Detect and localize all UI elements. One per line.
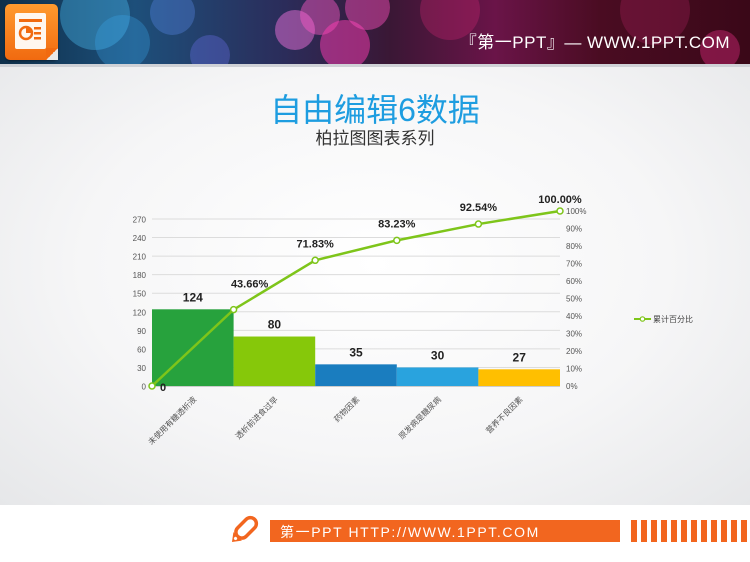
- left-axis-tick: 0: [142, 383, 147, 392]
- category-label: 营养不良因素: [484, 394, 525, 435]
- bokeh-decoration: [190, 35, 230, 64]
- category-label: 药物因素: [332, 394, 362, 424]
- right-axis-tick: 80%: [566, 242, 582, 251]
- bokeh-decoration: [150, 0, 195, 35]
- category-label: 原发病是糖尿病: [396, 394, 443, 441]
- bar-value-label: 124: [183, 290, 203, 304]
- line-point[interactable]: [148, 382, 156, 390]
- left-axis-tick: 120: [133, 308, 147, 317]
- slide-subtitle: 柏拉图图表系列: [315, 129, 435, 148]
- slide-title: 自由编辑6数据: [270, 92, 480, 128]
- bar-value-label: 80: [268, 318, 282, 332]
- line-value-label: 100.00%: [538, 194, 582, 206]
- bokeh-decoration: [275, 10, 315, 50]
- legend-label: 累计百分比: [653, 314, 693, 324]
- bar-value-label: 30: [431, 348, 445, 362]
- bar-2[interactable]: [233, 336, 316, 386]
- line-point[interactable]: [474, 220, 483, 228]
- legend-marker-icon: [639, 316, 646, 322]
- slide-content: [0, 67, 750, 505]
- left-axis-tick: 180: [133, 271, 147, 280]
- line-point[interactable]: [311, 256, 319, 265]
- right-axis-tick: 0%: [566, 382, 578, 391]
- left-axis-tick: 60: [137, 345, 146, 354]
- line-value-label: 92.54%: [460, 202, 498, 214]
- pencil-icon: [231, 515, 259, 543]
- right-axis-tick: 40%: [566, 312, 582, 321]
- bokeh-decoration: [700, 30, 740, 64]
- left-axis-tick: 240: [133, 234, 147, 243]
- right-axis-tick: 20%: [566, 347, 582, 356]
- banner-divider: [0, 64, 750, 67]
- left-axis-tick: 270: [133, 216, 147, 225]
- footer-stripes-decoration: [631, 520, 747, 542]
- bokeh-decoration: [95, 15, 150, 64]
- bar-value-label: 35: [349, 345, 363, 359]
- cumulative-line: [151, 209, 561, 387]
- category-label: 未使用有糖透析液: [146, 394, 198, 446]
- bar-3[interactable]: [315, 364, 397, 386]
- category-label: 透析前进食过早: [233, 394, 280, 441]
- right-axis-tick: 60%: [566, 277, 582, 286]
- line-value-label: 0: [160, 382, 166, 394]
- footer-link-text[interactable]: 第一PPT HTTP://WWW.1PPT.COM: [280, 524, 540, 540]
- right-axis-tick: 10%: [566, 365, 582, 374]
- bokeh-decoration: [320, 20, 370, 64]
- powerpoint-icon: [5, 4, 58, 60]
- left-axis-tick: 210: [133, 253, 147, 262]
- right-axis-tick: 90%: [566, 225, 582, 234]
- left-axis-tick: 150: [133, 290, 147, 299]
- header-banner: 『第一PPT』— WWW.1PPT.COM: [0, 0, 750, 64]
- right-axis-tick: 50%: [566, 295, 582, 304]
- line-value-label: 71.83%: [297, 238, 335, 250]
- right-axis-tick: 70%: [566, 260, 582, 269]
- line-point[interactable]: [229, 305, 238, 314]
- right-axis-tick: 30%: [566, 330, 582, 339]
- line-point[interactable]: [556, 207, 564, 215]
- line-value-label: 43.66%: [231, 279, 269, 291]
- right-axis-tick: 100%: [566, 207, 586, 216]
- bar-5[interactable]: [478, 369, 560, 386]
- brand-text: 『第一PPT』— WWW.1PPT.COM: [459, 33, 730, 52]
- footer-bar: [270, 520, 620, 542]
- left-axis-tick: 90: [137, 327, 146, 336]
- pareto-chart: 03060901201501802102402700%10%20%30%40%5…: [133, 194, 693, 447]
- bar-4[interactable]: [396, 367, 479, 386]
- bar-value-label: 27: [513, 350, 527, 364]
- line-point[interactable]: [393, 236, 401, 245]
- line-value-label: 83.23%: [378, 218, 416, 230]
- left-axis-tick: 30: [137, 364, 146, 373]
